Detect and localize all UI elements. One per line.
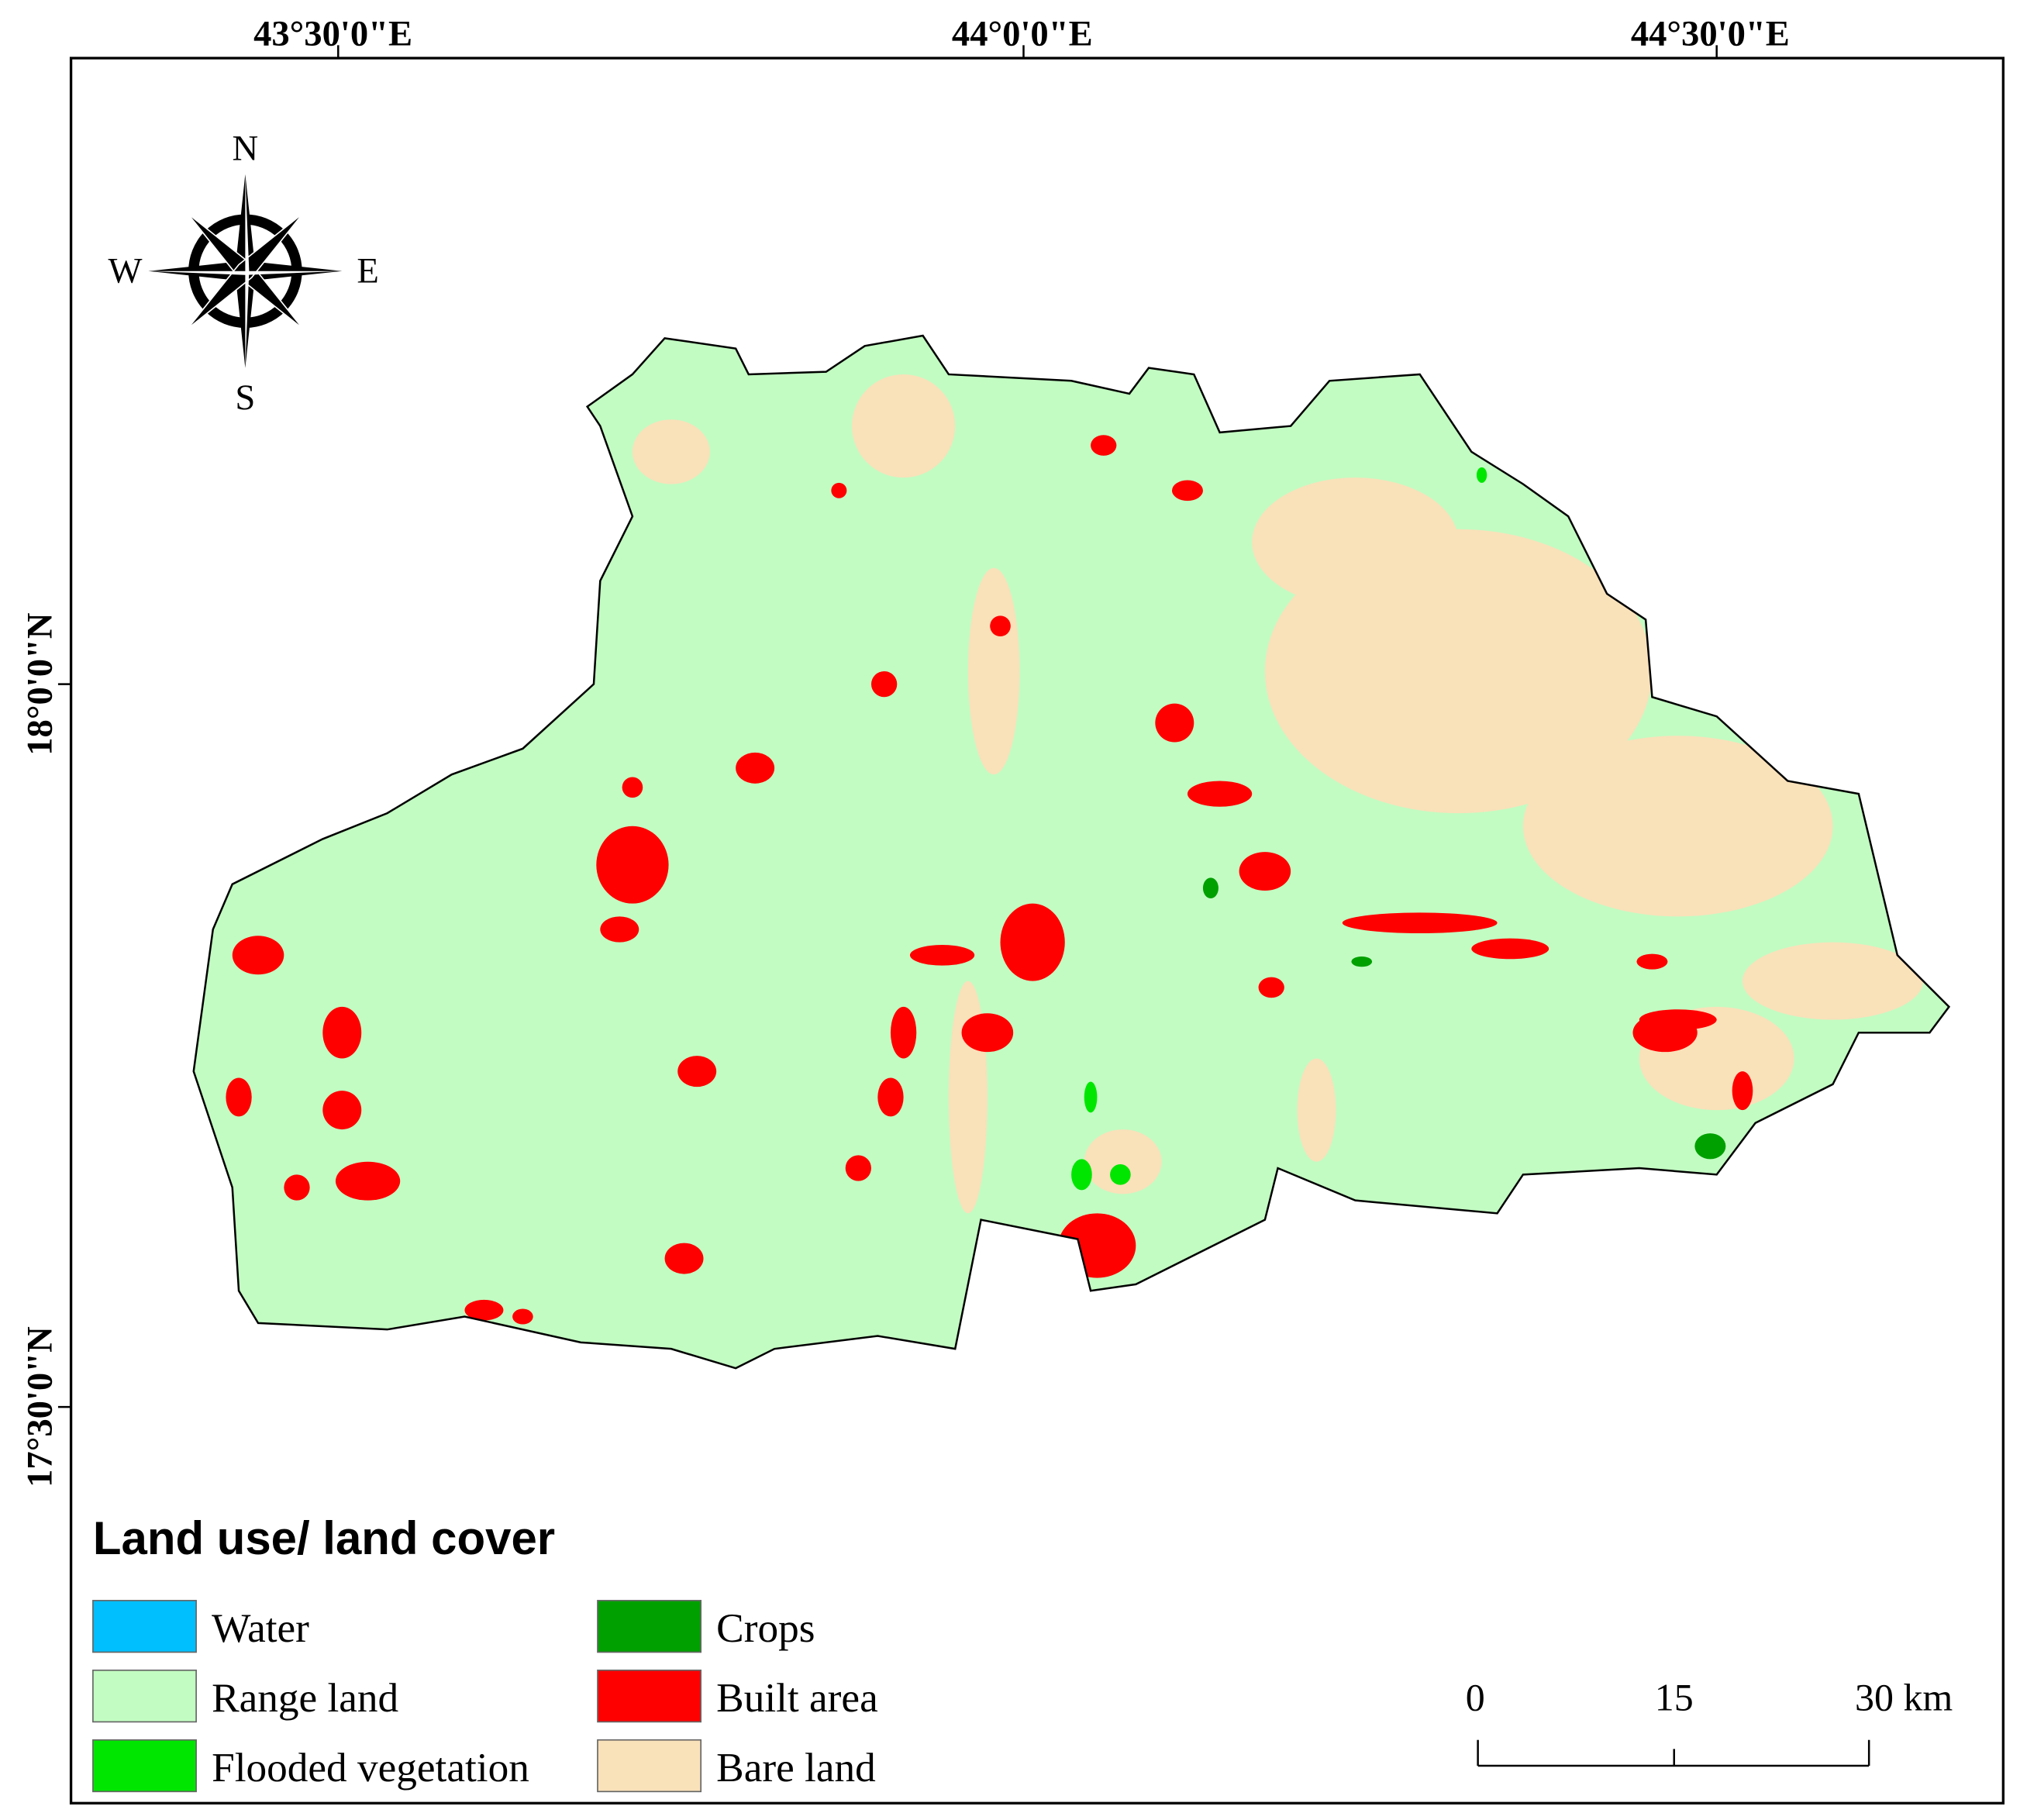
legend-label: Built area [716,1675,878,1721]
legend-title: Land use/ land cover [93,1512,555,1564]
scale-label: 30 km [1855,1675,1953,1718]
legend-swatch [597,1739,702,1793]
scale-label: 0 [1466,1675,1485,1718]
legend-label: Crops [716,1605,815,1651]
legend-label: Range land [212,1675,398,1721]
compass-rose [148,174,343,368]
legend: Water Range land Flooded vegetation Crops Bu… [92,1600,878,1793]
latitude-label: 18°0'0"N [20,612,60,756]
flooded-vegetation [1071,467,1487,1191]
crops [1202,877,1726,1160]
built-area [226,435,1753,1325]
scale-label: 15 [1655,1675,1694,1718]
legend-swatch [92,1739,197,1793]
legend-label: Water [212,1605,309,1651]
compass-north: N [233,129,259,169]
legend-swatch [92,1600,197,1653]
legend-swatch [597,1669,702,1723]
legend-label: Flooded vegetation [212,1745,529,1791]
compass-east: E [357,251,378,291]
longitude-label: 43°30'0"E [253,13,412,53]
latitude-label: 17°30'0"N [20,1326,60,1487]
tick-marks [57,45,1718,1408]
legend-swatch [597,1600,702,1653]
compass-west: W [109,251,143,291]
legend-label: Bare land [716,1745,876,1791]
longitude-label: 44°0'0"E [952,13,1093,53]
compass-south: S [235,377,255,418]
legend-swatch [92,1669,197,1723]
scale-bar [1477,1739,1870,1767]
longitude-label: 44°30'0"E [1631,13,1790,53]
